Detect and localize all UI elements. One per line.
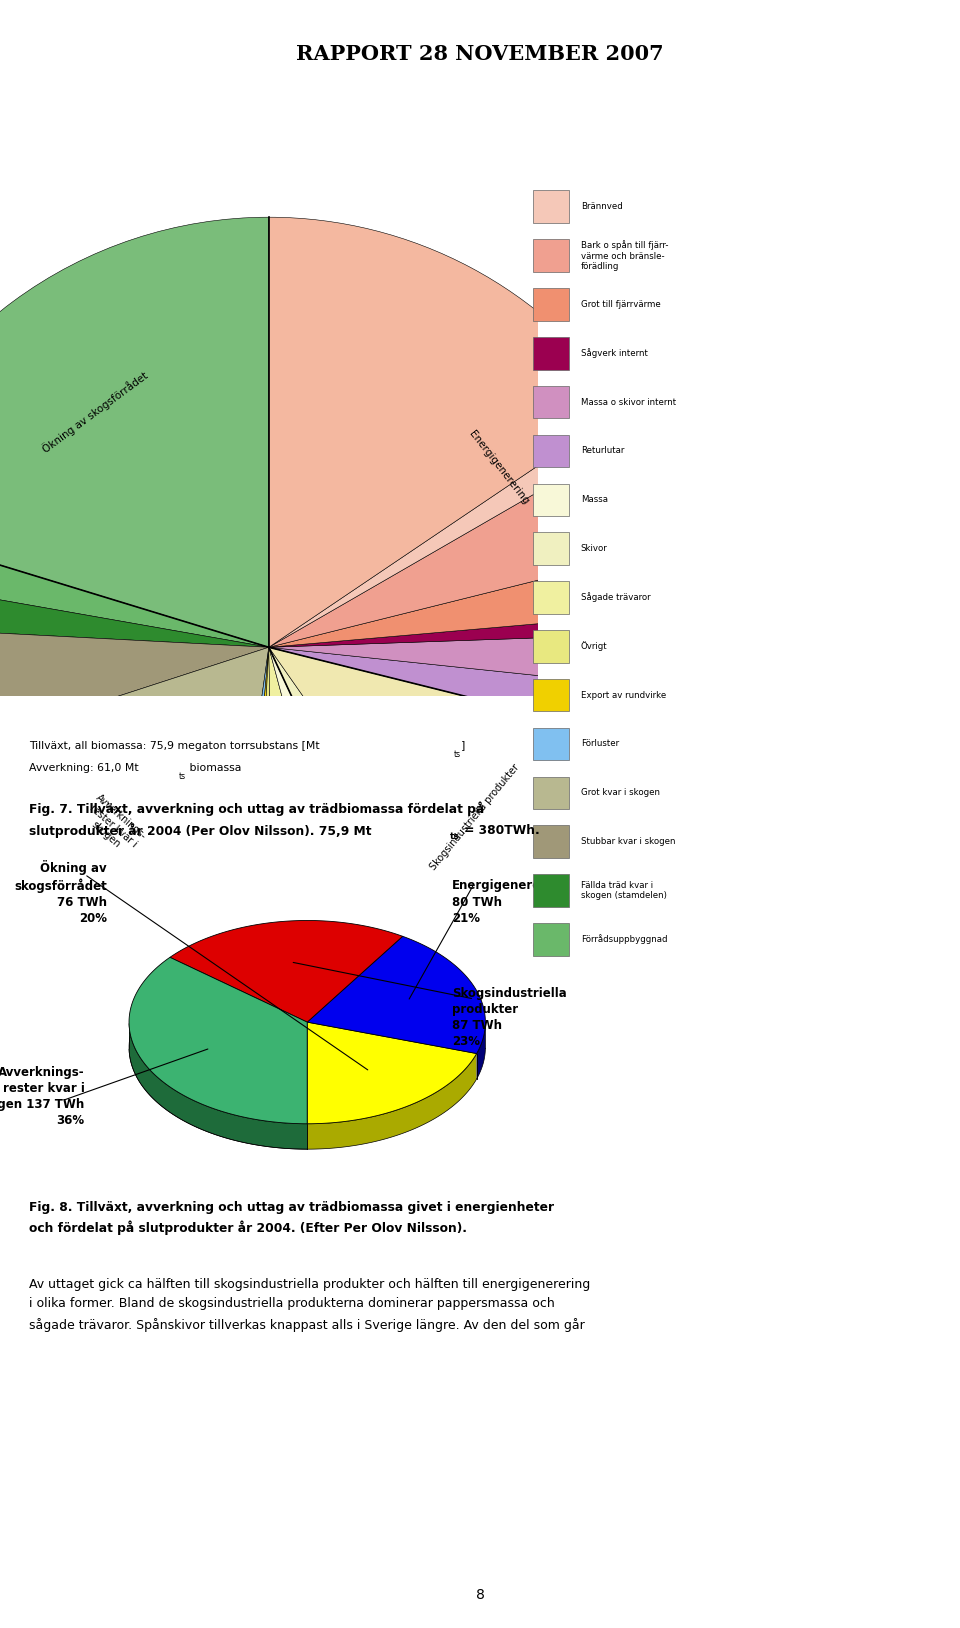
Polygon shape	[307, 936, 486, 1053]
Text: = 380TWh.: = 380TWh.	[460, 824, 540, 837]
Text: Förrådsuppbyggnad: Förrådsuppbyggnad	[581, 934, 667, 944]
Text: Avverkning: 61,0 Mt: Avverkning: 61,0 Mt	[29, 764, 138, 773]
Text: Massa o skivor internt: Massa o skivor internt	[581, 397, 676, 407]
Wedge shape	[0, 521, 269, 648]
Text: Energigenerering
80 TWh
21%: Energigenerering 80 TWh 21%	[452, 879, 568, 925]
Text: Fig. 7. Tillväxt, avverkning och uttag av trädbiomassa fördelat på: Fig. 7. Tillväxt, avverkning och uttag a…	[29, 801, 484, 816]
Wedge shape	[269, 610, 699, 648]
Text: Fällda träd kvar i
skogen (stamdelen): Fällda träd kvar i skogen (stamdelen)	[581, 881, 666, 900]
Polygon shape	[477, 1022, 486, 1079]
Text: Skogsindustriella
produkter
87 TWh
23%: Skogsindustriella produkter 87 TWh 23%	[452, 987, 566, 1048]
Text: Fig. 8. Tillväxt, avverkning och uttag av trädbiomassa givet i energienheter
och: Fig. 8. Tillväxt, avverkning och uttag a…	[29, 1201, 554, 1234]
Text: biomassa: biomassa	[186, 764, 242, 773]
Polygon shape	[477, 1022, 486, 1053]
Polygon shape	[307, 1053, 477, 1149]
Text: Sågverk internt: Sågverk internt	[581, 348, 648, 358]
Text: Tillväxt, all biomassa: 75,9 megaton torrsubstans [Mt: Tillväxt, all biomassa: 75,9 megaton tor…	[29, 741, 320, 751]
Text: Avverknings-
rester kvar i
skogen 137 TWh
36%: Avverknings- rester kvar i skogen 137 TW…	[0, 1066, 84, 1127]
Polygon shape	[129, 957, 307, 1123]
Text: ts: ts	[179, 772, 185, 781]
Polygon shape	[307, 1053, 477, 1123]
Text: Massa: Massa	[581, 495, 608, 505]
Text: ts: ts	[450, 832, 460, 842]
Wedge shape	[0, 217, 269, 648]
Polygon shape	[129, 1024, 307, 1123]
Wedge shape	[0, 648, 269, 1073]
Polygon shape	[307, 1022, 477, 1123]
Wedge shape	[247, 648, 276, 1078]
Text: Skivor: Skivor	[581, 544, 608, 554]
Wedge shape	[209, 648, 269, 1076]
Text: Förluster: Förluster	[581, 739, 619, 749]
Wedge shape	[269, 648, 516, 1037]
Text: Grot till fjärrvärme: Grot till fjärrvärme	[581, 300, 660, 309]
Text: ]: ]	[461, 741, 466, 751]
Text: Ökning av skogsförrådet: Ökning av skogsförrådet	[39, 370, 150, 456]
Text: Energigenerering: Energigenerering	[468, 428, 531, 506]
Text: Grot kvar i skogen: Grot kvar i skogen	[581, 788, 660, 798]
Text: Sågade trävaror: Sågade trävaror	[581, 593, 651, 602]
Wedge shape	[269, 544, 697, 648]
Wedge shape	[269, 648, 686, 1000]
Wedge shape	[269, 648, 380, 1078]
Polygon shape	[170, 920, 402, 1022]
Text: Avverknings-
rester kvar i
skogen: Avverknings- rester kvar i skogen	[79, 793, 149, 860]
Text: Bark o spån till fjärr-
värme och bränsle-
förädling: Bark o spån till fjärr- värme och bränsl…	[581, 241, 668, 270]
Text: Export av rundvirke: Export av rundvirke	[581, 690, 666, 700]
Wedge shape	[231, 648, 269, 1076]
Text: Av uttaget gick ca hälften till skogsindustriella produkter och hälften till ene: Av uttaget gick ca hälften till skogsind…	[29, 1278, 590, 1332]
Wedge shape	[269, 407, 641, 648]
Text: 8: 8	[475, 1587, 485, 1602]
Text: RAPPORT 28 NOVEMBER 2007: RAPPORT 28 NOVEMBER 2007	[297, 44, 663, 63]
Text: ts: ts	[454, 749, 461, 759]
Wedge shape	[269, 648, 450, 1063]
Wedge shape	[269, 648, 697, 752]
Text: Övrigt: Övrigt	[581, 641, 608, 651]
Wedge shape	[269, 433, 686, 648]
Wedge shape	[269, 217, 625, 648]
Text: Returlutar: Returlutar	[581, 446, 624, 456]
Wedge shape	[0, 625, 269, 780]
Text: Brännved: Brännved	[581, 202, 622, 212]
Wedge shape	[269, 632, 699, 692]
Text: Skogsindustriella produkter: Skogsindustriella produkter	[428, 762, 521, 871]
Text: Stubbar kvar i skogen: Stubbar kvar i skogen	[581, 837, 675, 847]
Text: slutprodukter år 2004 (Per Olov Nilsson). 75,9 Mt: slutprodukter år 2004 (Per Olov Nilsson)…	[29, 824, 372, 838]
Polygon shape	[129, 1024, 307, 1149]
Text: Ökning av
skogsförrådet
76 TWh
20%: Ökning av skogsförrådet 76 TWh 20%	[14, 860, 107, 925]
Wedge shape	[0, 573, 269, 648]
